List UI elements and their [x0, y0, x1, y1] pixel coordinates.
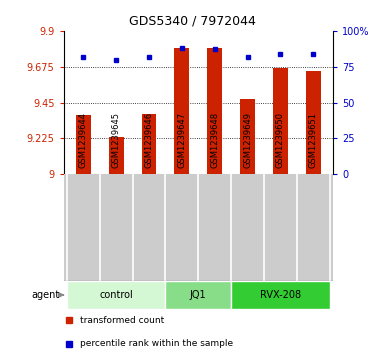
Bar	[174, 48, 189, 174]
Bar	[67, 281, 166, 309]
Bar	[207, 48, 222, 174]
Bar	[76, 115, 90, 174]
Text: transformed count: transformed count	[80, 316, 164, 325]
Bar	[240, 99, 255, 174]
Text: control: control	[99, 290, 133, 300]
Bar	[231, 281, 330, 309]
Text: RVX-208: RVX-208	[260, 290, 301, 300]
Bar	[142, 114, 156, 174]
Bar	[306, 72, 321, 174]
Text: agent: agent	[32, 290, 60, 300]
Text: percentile rank within the sample: percentile rank within the sample	[80, 339, 233, 348]
Bar	[109, 137, 124, 174]
Text: GDS5340 / 7972044: GDS5340 / 7972044	[129, 14, 256, 27]
Bar	[273, 68, 288, 174]
Bar	[166, 281, 231, 309]
Text: JQ1: JQ1	[190, 290, 207, 300]
